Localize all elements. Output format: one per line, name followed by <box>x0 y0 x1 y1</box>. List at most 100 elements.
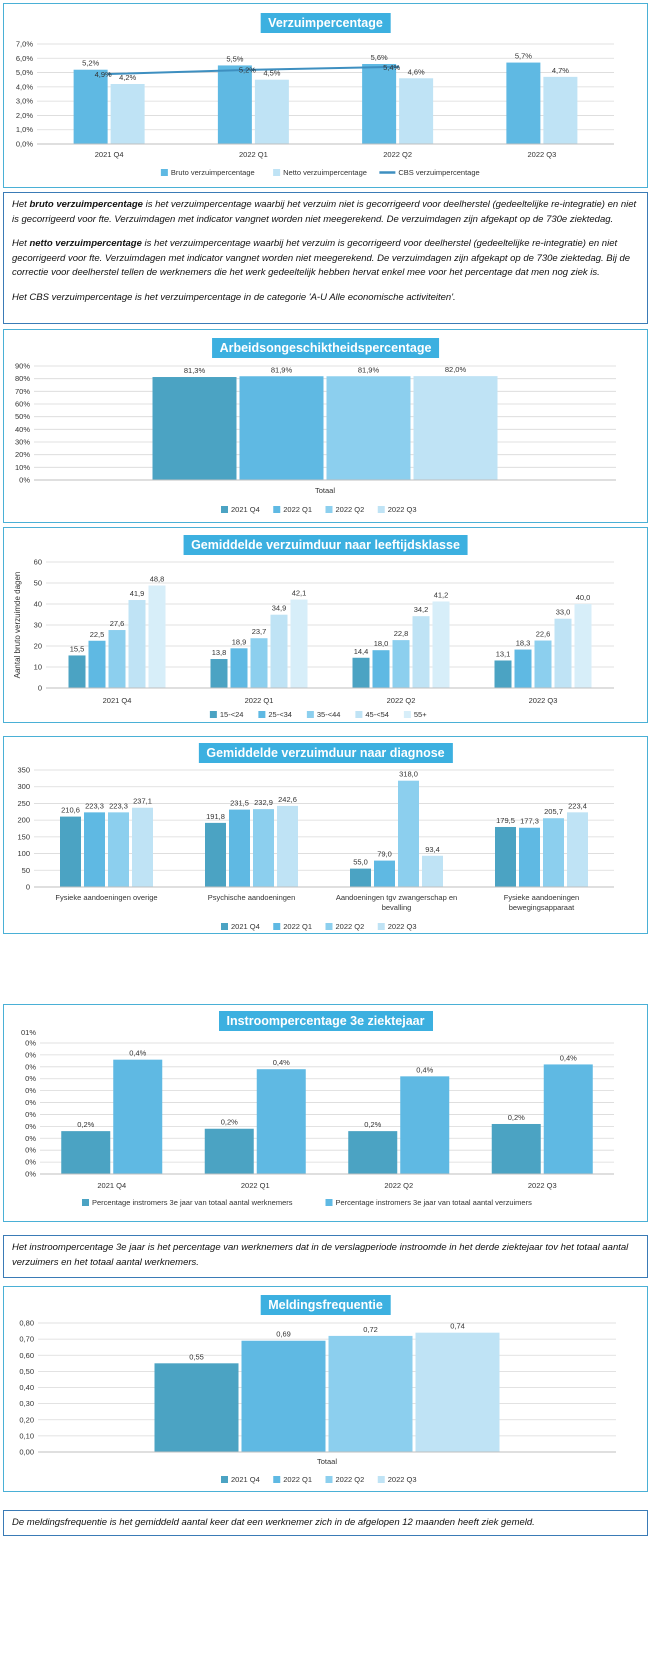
y-tick-label: 0% <box>25 1086 36 1095</box>
data-label: 55,0 <box>353 858 368 867</box>
bar <box>399 78 434 144</box>
data-label: 48,8 <box>150 575 165 584</box>
legend-swatch <box>325 1199 333 1206</box>
data-label: 4,2% <box>119 73 136 82</box>
data-label: 4,6% <box>408 67 425 76</box>
legend-swatch <box>377 923 385 930</box>
legend-swatch <box>273 506 281 513</box>
y-tick-label: 4,0% <box>16 82 33 91</box>
bar <box>88 640 106 688</box>
x-tick-label: Fysieke aandoeningen <box>504 893 579 902</box>
arbeidsongeschiktheid-chart: 0% 10% 20% 30% 40% 50% 60% 70% 80% 90% 81,3% 81,9% 8… <box>15 362 616 514</box>
bar <box>128 600 146 688</box>
chart-title: Arbeidsongeschiktheidspercentage <box>211 338 440 358</box>
bar <box>543 76 578 144</box>
meldingsfrequentie-chart-panel: Meldingsfrequentie 0,00 0,10 0,20 0,30 0,40 0… <box>3 1286 648 1492</box>
bar <box>239 376 324 480</box>
bar <box>61 1131 111 1174</box>
bar <box>519 827 540 887</box>
y-tick-label: 10% <box>15 463 30 472</box>
bar <box>574 604 592 688</box>
arbeidsongeschiktheid-chart-panel: Arbeidsongeschiktheidspercentage 0% 10% 20… <box>3 329 648 523</box>
y-tick-label: 60% <box>15 400 30 409</box>
data-label: 5,6% <box>371 53 388 62</box>
bar <box>148 585 166 688</box>
data-label: 33,0 <box>556 608 571 617</box>
x-tick-label: Fysieke aandoeningen overige <box>55 893 157 902</box>
legend-label: 2022 Q1 <box>283 922 312 931</box>
y-tick-label: 100 <box>17 849 30 858</box>
bar <box>152 377 237 480</box>
data-label: 0,74 <box>450 1322 465 1331</box>
y-tick-label: 5,0% <box>16 68 33 77</box>
y-tick-label: 0,70 <box>19 1335 34 1344</box>
y-tick-label: 350 <box>17 766 30 775</box>
bar <box>256 1069 306 1174</box>
y-tick-label: 200 <box>17 816 30 825</box>
y-tick-label: 0,20 <box>19 1415 34 1424</box>
data-label: 23,7 <box>252 627 267 636</box>
data-label: 13,1 <box>496 649 511 658</box>
y-tick-label: 7,0% <box>16 40 33 49</box>
bruto-definition: Het bruto verzuimpercentage is het verzu… <box>12 199 637 225</box>
data-label: 242,6 <box>278 795 297 804</box>
y-tick-label: 0,10 <box>19 1431 34 1440</box>
bar <box>204 1128 254 1174</box>
data-label: 40,0 <box>576 593 591 602</box>
legend-label: Percentage instromers 3e jaar van totaal… <box>92 1198 293 1207</box>
legend-swatch <box>403 711 411 718</box>
legend-label: CBS verzuimpercentage <box>398 168 479 177</box>
legend-label: 2022 Q1 <box>283 505 312 514</box>
bar <box>250 638 268 688</box>
legend-label: Bruto verzuimpercentage <box>171 168 255 177</box>
y-tick-label: 60 <box>34 558 42 567</box>
bar <box>348 1131 398 1174</box>
y-tick-label: 0% <box>25 1122 36 1131</box>
bar <box>154 1363 239 1452</box>
data-label: 5,5% <box>226 54 243 63</box>
y-tick-label: 80% <box>15 374 30 383</box>
legend-label: 2021 Q4 <box>231 505 260 514</box>
y-tick-label: 50% <box>15 412 30 421</box>
legend-label: 2021 Q4 <box>231 1475 260 1484</box>
legend-swatch <box>221 506 228 513</box>
x-tick-label: Psychische aandoeningen <box>208 893 296 902</box>
y-tick-label: 0,60 <box>19 1351 34 1360</box>
bar <box>60 816 81 887</box>
data-label: 4,7% <box>552 66 569 75</box>
chart-title: Instroompercentage 3e ziektejaar <box>218 1011 433 1031</box>
bar <box>567 812 588 887</box>
bar <box>514 649 532 688</box>
y-tick-label: 0,00 <box>19 1448 34 1457</box>
y-tick-label: 20 <box>34 642 42 651</box>
x-tick-label: 2022 Q2 <box>387 696 416 705</box>
data-label: 205,7 <box>544 807 563 816</box>
data-label: 0,2% <box>77 1120 94 1129</box>
bar <box>205 822 226 887</box>
data-label: 179,5 <box>496 816 515 825</box>
bar <box>543 818 564 887</box>
legend-swatch <box>273 923 281 930</box>
line-point <box>251 68 255 72</box>
y-tick-label: 2,0% <box>16 111 33 120</box>
bar <box>372 650 390 688</box>
instroom-chart-panel: Instroompercentage 3e ziektejaar 0% 0% 0% 0… <box>3 1004 648 1222</box>
legend-swatch <box>377 506 385 513</box>
line-data-label: 5,2% <box>239 66 256 75</box>
legend-swatch <box>160 169 168 176</box>
data-label: 81,9% <box>271 365 293 374</box>
bar <box>491 1123 541 1174</box>
legend-swatch <box>325 506 333 513</box>
x-tick-label: Totaal <box>317 1457 337 1466</box>
data-label: 0,72 <box>363 1325 378 1334</box>
bar <box>73 69 108 144</box>
bar <box>217 65 252 144</box>
legend-label: Netto verzuimpercentage <box>283 168 367 177</box>
data-label: 82,0% <box>445 365 467 374</box>
bar <box>290 599 308 688</box>
legend-swatch <box>209 711 217 718</box>
data-label: 34,2 <box>414 605 429 614</box>
y-tick-label: 150 <box>17 832 30 841</box>
bar <box>108 812 129 887</box>
bar <box>534 640 552 688</box>
